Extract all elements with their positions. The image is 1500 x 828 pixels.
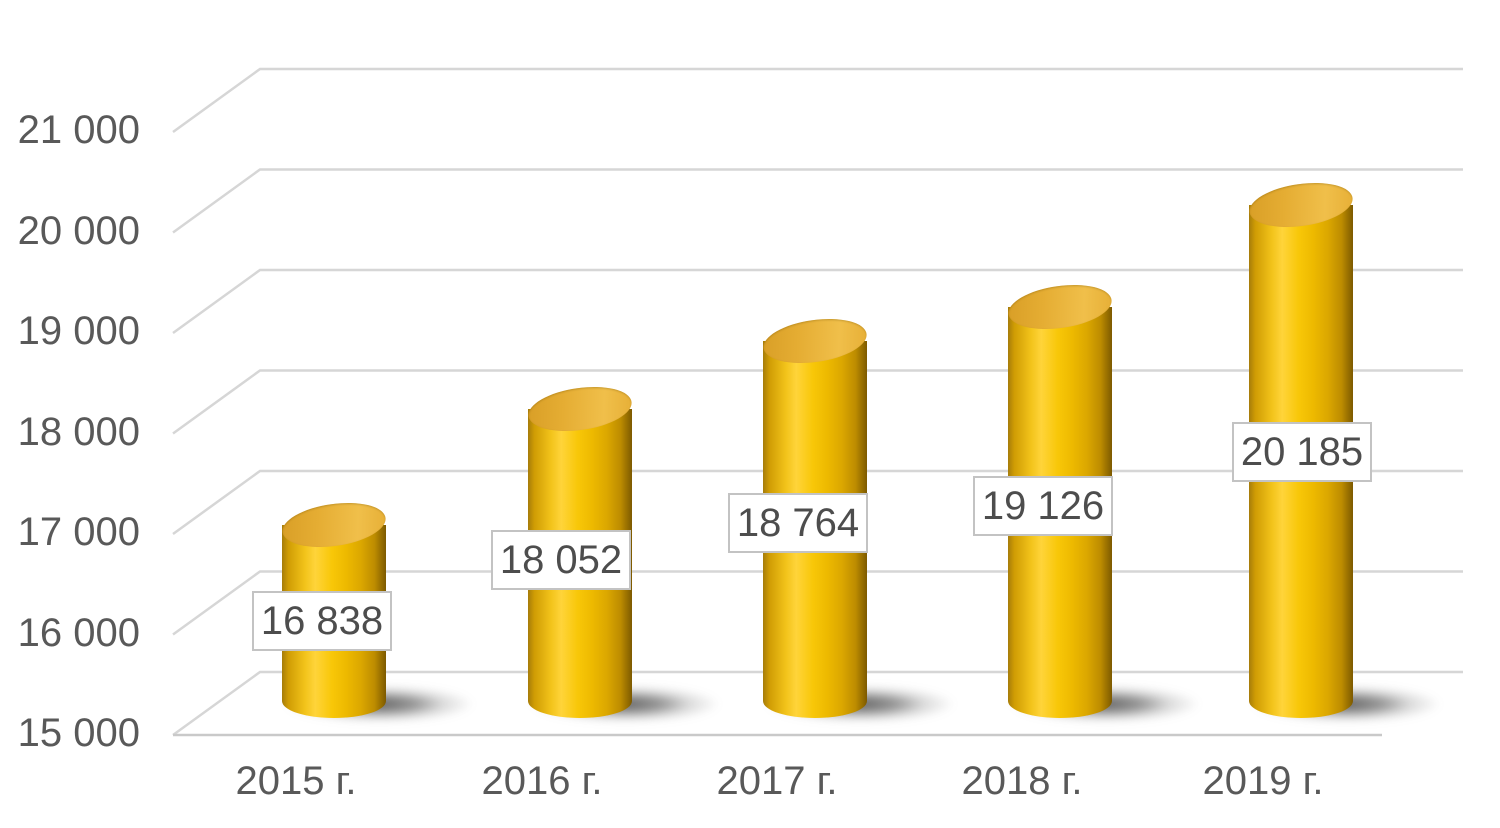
gridline <box>172 168 1463 234</box>
y-axis-tick-label: 17 000 <box>17 510 140 554</box>
data-label: 16 838 <box>252 591 392 651</box>
x-axis-category-label: 2017 г. <box>716 759 838 803</box>
x-axis-category-label: 2019 г. <box>1202 759 1324 803</box>
y-axis-tick-label: 21 000 <box>17 108 140 152</box>
x-axis-category-label: 2018 г. <box>961 759 1083 803</box>
gridline <box>172 268 1463 335</box>
data-label: 18 052 <box>491 530 631 590</box>
y-axis-tick-label: 18 000 <box>17 409 140 454</box>
data-label: 18 764 <box>728 493 868 553</box>
y-axis-tick-label: 16 000 <box>17 610 140 655</box>
x-axis-category-label: 2016 г. <box>481 759 603 803</box>
y-axis-tick-label: 15 000 <box>17 711 140 755</box>
y-axis-tick-label: 19 000 <box>17 309 140 353</box>
gridline <box>172 67 1463 134</box>
data-label: 20 185 <box>1232 422 1372 482</box>
y-axis-tick-label: 20 000 <box>17 208 140 253</box>
data-label: 19 126 <box>973 476 1113 536</box>
x-axis-category-label: 2015 г. <box>235 759 357 803</box>
